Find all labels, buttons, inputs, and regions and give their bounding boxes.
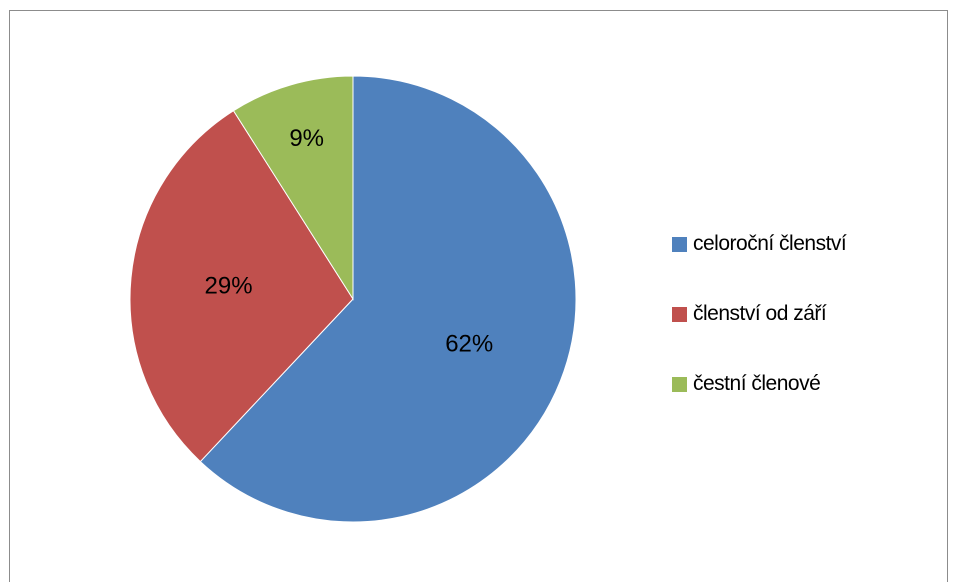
legend-swatch-blue: [672, 236, 687, 252]
legend-item-clenstvi-od-zari: členství od září: [672, 299, 827, 329]
data-label-1: 62%: [445, 330, 493, 357]
pie-slice-1: [199, 75, 577, 523]
legend-label: čestní členové: [693, 372, 821, 395]
legend-label: celoroční členství: [693, 232, 847, 255]
legend-label: členství od září: [693, 302, 827, 325]
data-label-2: 29%: [205, 273, 253, 300]
legend-swatch-red: [672, 306, 687, 322]
pie-slice-3: [232, 75, 354, 301]
pie-slice-2: [129, 110, 354, 463]
legend-item-cestni-clenove: čestní členové: [672, 369, 821, 399]
legend-item-celorocni-clenstvi: celoroční členství: [672, 229, 847, 259]
data-label-3: 9%: [289, 125, 324, 152]
legend-swatch-green: [672, 376, 687, 392]
